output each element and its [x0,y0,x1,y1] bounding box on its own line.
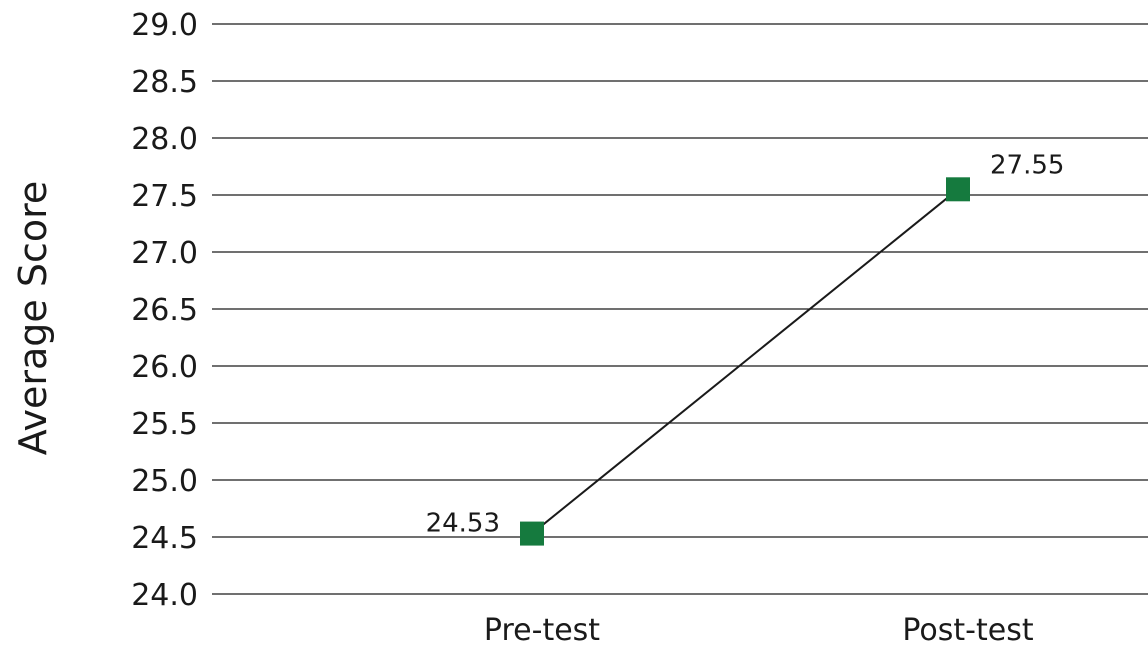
y-tick-label: 27.5 [131,179,198,214]
data-label: 24.53 [426,509,500,539]
y-tick-label: 24.5 [131,521,198,556]
x-category-label: Pre-test [484,613,600,648]
series [520,177,970,546]
y-tick-label: 28.5 [131,65,198,100]
series-line [531,188,959,535]
y-axis-title: Average Score [11,181,55,456]
data-labels: 24.53 27.55 [426,150,1065,538]
data-label: 27.55 [990,150,1064,180]
gridlines [212,23,1148,595]
y-axis-ticks: 24.0 24.5 25.0 25.5 26.0 26.5 27.0 27.5 28.0 28.5… [131,8,198,613]
y-tick-label: 28.0 [131,122,198,157]
y-tick-label: 26.5 [131,293,198,328]
data-point-marker [520,521,544,546]
y-tick-label: 25.5 [131,407,198,442]
y-tick-label: 26.0 [131,350,198,385]
y-tick-label: 27.0 [131,236,198,271]
x-axis-categories: Pre-test Post-test [484,613,1034,648]
y-tick-label: 25.0 [131,464,198,499]
x-category-label: Post-test [902,613,1033,648]
y-tick-label: 24.0 [131,578,198,613]
data-point-marker [946,177,970,202]
y-tick-label: 29.0 [131,8,198,43]
